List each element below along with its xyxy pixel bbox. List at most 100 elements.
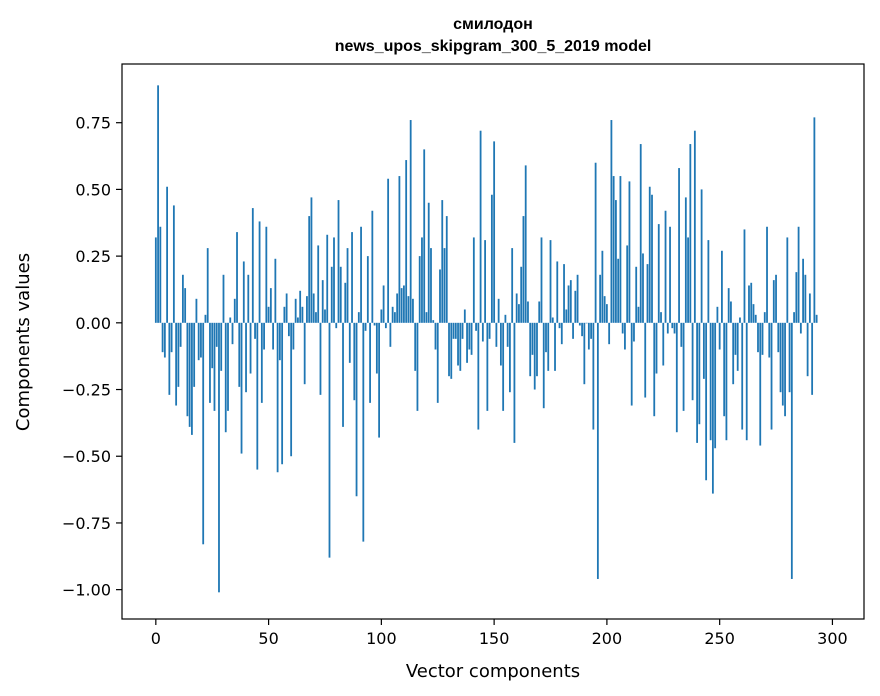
bar [689, 144, 692, 323]
bar [621, 322, 624, 334]
bar [355, 322, 358, 497]
bar [389, 322, 392, 347]
x-tick-label: 0 [151, 629, 161, 648]
bar [427, 202, 430, 323]
bar [188, 322, 191, 427]
bar [269, 288, 272, 323]
bar [770, 322, 773, 430]
bar [276, 322, 279, 473]
bar [687, 237, 689, 323]
bar [813, 117, 816, 323]
bar [403, 285, 405, 323]
bar [231, 322, 234, 345]
bar [168, 322, 171, 395]
bar [254, 322, 256, 339]
bar [723, 322, 726, 417]
bar [732, 322, 735, 385]
y-tick-label: 0.50 [75, 180, 111, 199]
bars-group [154, 85, 818, 593]
bar [412, 298, 414, 323]
bar [605, 304, 608, 323]
bar [790, 322, 793, 579]
bar [633, 322, 635, 342]
bar [321, 280, 324, 323]
bar [233, 298, 236, 323]
bar [204, 314, 207, 323]
bar [220, 322, 223, 371]
bar [587, 322, 590, 350]
bar [545, 322, 547, 353]
bar [240, 322, 243, 454]
bar [468, 322, 471, 350]
bar [711, 322, 714, 494]
bar [202, 322, 205, 545]
bar [513, 322, 516, 443]
bar [572, 322, 574, 339]
bar [522, 216, 525, 323]
bar [242, 261, 245, 323]
bar [215, 322, 218, 347]
bar [380, 309, 383, 323]
bar [371, 210, 374, 323]
bar [407, 296, 410, 323]
bar [734, 322, 737, 355]
bar [784, 322, 786, 417]
bar [414, 322, 417, 371]
bar [506, 322, 509, 347]
bar [263, 322, 265, 350]
bar [664, 210, 667, 323]
bar [615, 200, 617, 323]
bar [436, 322, 439, 403]
x-axis-label: Vector components [406, 661, 580, 682]
y-axis-ticks: 0.75 0.50 0.25 0.00 −0.25 −0.50 −0.75 −1.00 [62, 114, 122, 600]
bar [673, 322, 676, 334]
bar [191, 322, 193, 435]
bar [793, 312, 795, 323]
bar [163, 322, 166, 358]
bar [730, 301, 732, 323]
bar [745, 322, 748, 441]
bar [236, 232, 238, 323]
bar [495, 322, 498, 347]
bar [743, 229, 746, 323]
y-tick-label: 0.75 [75, 114, 111, 133]
bar [258, 221, 261, 323]
bar [509, 322, 511, 393]
bar [249, 322, 252, 374]
bar [445, 216, 448, 323]
bar [251, 208, 254, 323]
bar [603, 296, 606, 323]
bar [542, 322, 545, 409]
bar [556, 261, 559, 323]
bar [303, 322, 306, 385]
bar [635, 266, 638, 323]
bar [418, 256, 421, 323]
bar [601, 250, 604, 323]
bar [748, 285, 750, 323]
bar [362, 322, 365, 542]
bar [779, 322, 782, 393]
bar [443, 248, 446, 323]
bar [348, 322, 351, 363]
bar [804, 274, 807, 323]
bar [470, 322, 473, 355]
bar [536, 322, 538, 377]
bar [576, 274, 579, 323]
bar [815, 314, 818, 323]
bar [705, 322, 708, 481]
bar [274, 258, 277, 323]
bar [727, 288, 730, 323]
bar [680, 322, 683, 347]
bar [384, 322, 387, 329]
bar [766, 226, 768, 323]
bar [741, 322, 744, 430]
bar [154, 237, 157, 323]
bar [599, 274, 602, 323]
bar [425, 312, 428, 323]
bar [267, 306, 270, 323]
y-tick-label: −1.00 [62, 581, 111, 600]
x-tick-label: 300 [817, 629, 848, 648]
bar [398, 176, 401, 323]
bar [721, 250, 723, 323]
bar [642, 253, 644, 323]
